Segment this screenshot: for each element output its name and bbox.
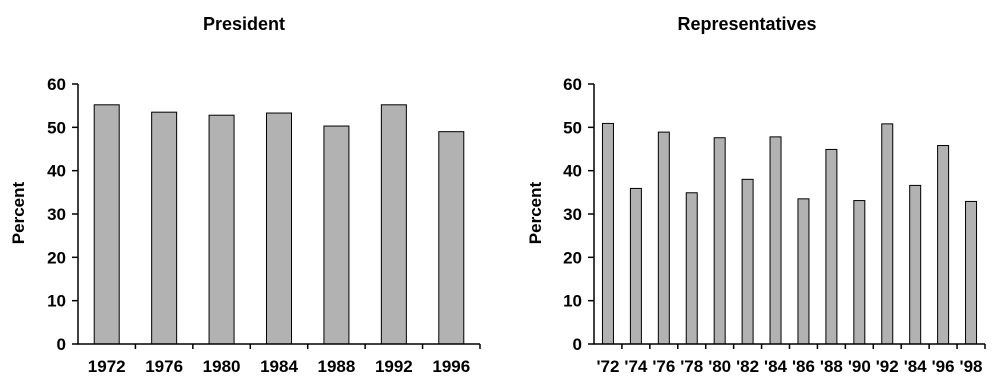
representatives-bar-78	[685, 192, 698, 345]
president-axes	[77, 84, 480, 345]
representatives-bar-96	[937, 145, 950, 345]
representatives-x-tick-label: '84	[764, 357, 787, 376]
representatives-x-ticks: '72 '74 '76 '78 '80 '82 '84 '86 '88 '90 '92 '84 '96 '…	[596, 344, 986, 376]
representatives-bar-72	[601, 122, 614, 345]
representatives-y-tick-label: 0	[573, 335, 582, 354]
representatives-y-tick-label: 40	[563, 162, 582, 181]
representatives-chart-title: Representatives	[677, 14, 816, 34]
president-chart-title: President	[203, 14, 285, 34]
representatives-y-tick-label: 10	[563, 292, 582, 311]
president-bar-1976	[151, 111, 178, 345]
president-x-tick-label: 1980	[203, 357, 241, 376]
representatives-y-tick-label: 30	[563, 205, 582, 224]
representatives-x-tick-label: '96	[932, 357, 955, 376]
representatives-x-tick-label: '86	[792, 357, 815, 376]
representatives-x-tick-label: '80	[708, 357, 731, 376]
representatives-chart: Representatives Percent 0 10 20 30 40 50 60 '7…	[526, 14, 986, 376]
representatives-x-tick-label: '74	[624, 357, 647, 376]
representatives-y-tick-label: 20	[563, 248, 582, 267]
representatives-x-tick-label: '72	[596, 357, 619, 376]
president-bars	[93, 104, 465, 345]
representatives-x-tick-label: '84	[904, 357, 927, 376]
representatives-bar-84	[909, 184, 922, 345]
representatives-x-tick-label: '78	[680, 357, 703, 376]
president-y-tick-label: 50	[47, 118, 66, 137]
representatives-x-tick-label: '88	[820, 357, 843, 376]
representatives-y-ticks: 0 10 20 30 40 50 60	[563, 75, 594, 354]
representatives-x-tick-label: '92	[876, 357, 899, 376]
president-y-tick-label: 40	[47, 162, 66, 181]
representatives-x-tick-label: '90	[848, 357, 871, 376]
representatives-y-tick-label: 60	[563, 75, 582, 94]
president-x-tick-label: 1992	[375, 357, 413, 376]
president-bar-1992	[380, 104, 407, 345]
representatives-bar-86	[797, 198, 810, 345]
president-x-tick-label: 1988	[318, 357, 356, 376]
representatives-bar-90	[853, 200, 866, 345]
president-bar-1980	[208, 114, 235, 345]
representatives-y-tick-label: 50	[563, 118, 582, 137]
president-chart: President Percent 0 10 20 30 40 50 60 1972 1976…	[9, 14, 481, 376]
president-y-tick-label: 60	[47, 75, 66, 94]
representatives-bar-80	[713, 137, 726, 345]
representatives-bar-98	[965, 200, 978, 345]
representatives-x-tick-label: '82	[736, 357, 759, 376]
president-y-tick-label: 0	[57, 335, 66, 354]
president-x-tick-label: 1976	[145, 357, 183, 376]
president-y-tick-label: 20	[47, 248, 66, 267]
president-x-ticks: 1972 1976 1980 1984 1988 1992 1996	[88, 344, 481, 376]
representatives-y-axis-label: Percent	[526, 181, 545, 244]
representatives-x-tick-label: '98	[960, 357, 983, 376]
representatives-bar-84	[769, 136, 782, 345]
president-y-ticks: 0 10 20 30 40 50 60	[47, 75, 78, 354]
representatives-bar-76	[657, 131, 670, 345]
president-x-tick-label: 1972	[88, 357, 126, 376]
representatives-bar-88	[825, 148, 838, 345]
president-y-tick-label: 30	[47, 205, 66, 224]
representatives-axes	[593, 84, 985, 345]
president-bar-1988	[323, 125, 350, 345]
president-bar-1984	[266, 112, 292, 345]
president-y-axis-label: Percent	[9, 181, 28, 244]
president-bar-1972	[93, 104, 120, 345]
representatives-bar-82	[741, 178, 754, 345]
representatives-bar-74	[629, 187, 642, 345]
president-bar-1996	[438, 131, 465, 345]
representatives-bar-92	[881, 123, 894, 345]
president-x-tick-label: 1984	[260, 357, 298, 376]
president-y-tick-label: 10	[47, 292, 66, 311]
representatives-bars	[601, 122, 978, 345]
representatives-x-tick-label: '76	[652, 357, 675, 376]
president-x-tick-label: 1996	[432, 357, 470, 376]
